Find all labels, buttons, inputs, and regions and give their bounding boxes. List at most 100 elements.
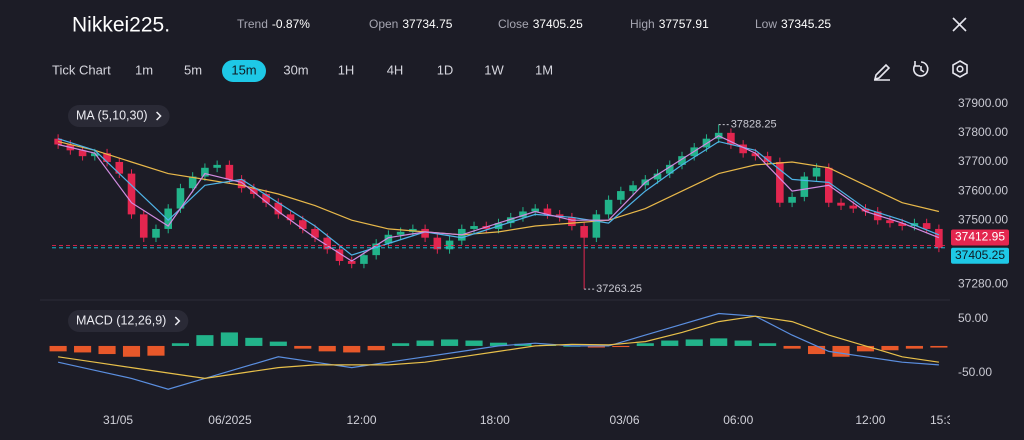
overlay: 37900.00 37800.00 37700.00 37600.00 37500.00… bbox=[68, 96, 1009, 379]
price-tag-label: 37412.95 bbox=[955, 230, 1005, 244]
stat-label: Low bbox=[755, 17, 777, 31]
candle-body bbox=[629, 185, 637, 192]
chevron bbox=[174, 316, 181, 326]
interval-button[interactable]: 15m bbox=[222, 60, 266, 82]
candle-body bbox=[568, 217, 576, 227]
pencil-icon bbox=[873, 63, 891, 81]
candle-body bbox=[213, 164, 221, 168]
macd-bar bbox=[269, 341, 287, 346]
y-tick-label: 37600.00 bbox=[958, 183, 1008, 197]
settings-button[interactable] bbox=[952, 60, 968, 78]
indicator-button[interactable]: MA (5,10,30) bbox=[68, 105, 170, 127]
candle-body bbox=[360, 255, 368, 264]
interval-button[interactable]: 1D bbox=[437, 62, 454, 77]
candle-body bbox=[176, 188, 185, 209]
candle-body bbox=[739, 144, 747, 154]
macd-bar bbox=[514, 343, 532, 346]
interval-label: 1M bbox=[535, 62, 553, 77]
interval-button[interactable]: 5m bbox=[184, 62, 202, 77]
macd-bar bbox=[220, 332, 238, 346]
stat-label: Close bbox=[498, 17, 529, 31]
macd-bar bbox=[196, 335, 214, 346]
macd-bar bbox=[465, 340, 483, 346]
candle-body bbox=[335, 249, 344, 261]
interval-button[interactable]: 1m bbox=[135, 62, 153, 77]
close-button[interactable] bbox=[952, 17, 967, 32]
reset-button[interactable] bbox=[912, 61, 929, 77]
candle-body bbox=[592, 214, 601, 238]
ma-line bbox=[57, 135, 940, 262]
candle-body bbox=[837, 202, 845, 206]
candle-body bbox=[433, 237, 442, 250]
macd-bar bbox=[147, 345, 165, 356]
macd-bar bbox=[294, 345, 312, 349]
candle-body bbox=[861, 208, 870, 212]
indicator-button[interactable]: MACD (12,26,9) bbox=[68, 310, 189, 332]
candle-body bbox=[727, 132, 735, 145]
macd-bar bbox=[685, 339, 703, 346]
interval-label: 1H bbox=[338, 62, 355, 77]
macd-bar bbox=[832, 345, 850, 357]
x-tick-label: 06/2025 bbox=[208, 413, 252, 427]
stat-value: 37405.25 bbox=[533, 17, 583, 31]
interval-button[interactable]: 30m bbox=[283, 62, 308, 77]
macd-bar bbox=[245, 337, 263, 346]
interval-button[interactable]: 1M bbox=[535, 62, 553, 77]
x-tick-label: 06:00 bbox=[723, 413, 753, 427]
settings-icon bbox=[956, 65, 964, 73]
tick-chart-button[interactable]: Tick Chart bbox=[52, 62, 111, 77]
candle-body bbox=[617, 191, 625, 200]
annotation-label: 37263.25 bbox=[596, 283, 642, 295]
interval-button[interactable]: 1H bbox=[338, 62, 355, 77]
interval-button[interactable]: 4H bbox=[387, 62, 404, 77]
x-tick-label: 18:00 bbox=[480, 413, 510, 427]
stat-value: -0.87% bbox=[272, 17, 310, 31]
candle-body bbox=[127, 173, 136, 215]
candle-body bbox=[188, 176, 197, 189]
macd-bar bbox=[318, 345, 336, 352]
interval-label: 15m bbox=[231, 62, 256, 77]
candle-body bbox=[262, 194, 270, 203]
candle-body bbox=[543, 208, 552, 215]
y-tick-label: 37280.00 bbox=[958, 276, 1008, 290]
macd-bar bbox=[807, 345, 826, 355]
chevron bbox=[156, 111, 162, 121]
interval-active-pill bbox=[222, 60, 266, 82]
x-tick-label: 31/05 bbox=[103, 413, 133, 427]
macd-bar bbox=[759, 343, 777, 346]
macd-bar bbox=[612, 345, 630, 348]
interval-button[interactable]: 1W bbox=[484, 62, 504, 77]
candle-body bbox=[78, 150, 87, 157]
candle-body bbox=[800, 176, 809, 197]
settings-icon bbox=[952, 60, 968, 78]
candle-body bbox=[935, 228, 943, 248]
macd-bar bbox=[636, 343, 654, 346]
candle-body bbox=[665, 164, 674, 174]
candle-body bbox=[323, 237, 332, 250]
price-tag-label: 37405.25 bbox=[955, 248, 1005, 262]
clock-icon bbox=[912, 61, 929, 77]
y-tick-label: 37500.00 bbox=[958, 212, 1008, 226]
candle-body bbox=[250, 188, 258, 194]
candle-body bbox=[421, 228, 429, 238]
x-tick-label: 15:30 bbox=[930, 413, 960, 427]
macd-bar bbox=[343, 345, 361, 353]
y-tick-label: 50.00 bbox=[958, 311, 988, 325]
candle-body bbox=[164, 208, 173, 229]
ma-line bbox=[57, 138, 940, 256]
candle-body bbox=[776, 161, 784, 203]
macd-bar bbox=[49, 345, 67, 352]
macd-bar bbox=[930, 345, 948, 348]
candle-body bbox=[678, 156, 686, 165]
candle-body bbox=[286, 214, 295, 221]
candle-body bbox=[604, 199, 613, 215]
interval-label: 5m bbox=[184, 62, 202, 77]
instrument-title: Nikkei225. bbox=[72, 14, 170, 37]
price-tag bbox=[951, 247, 1009, 264]
y-tick-label: 37800.00 bbox=[958, 125, 1008, 139]
draw-button[interactable] bbox=[873, 63, 891, 81]
candle-body bbox=[470, 226, 478, 229]
interval-label: 1D bbox=[437, 62, 454, 77]
indicator-label: MA (5,10,30) bbox=[76, 108, 148, 122]
